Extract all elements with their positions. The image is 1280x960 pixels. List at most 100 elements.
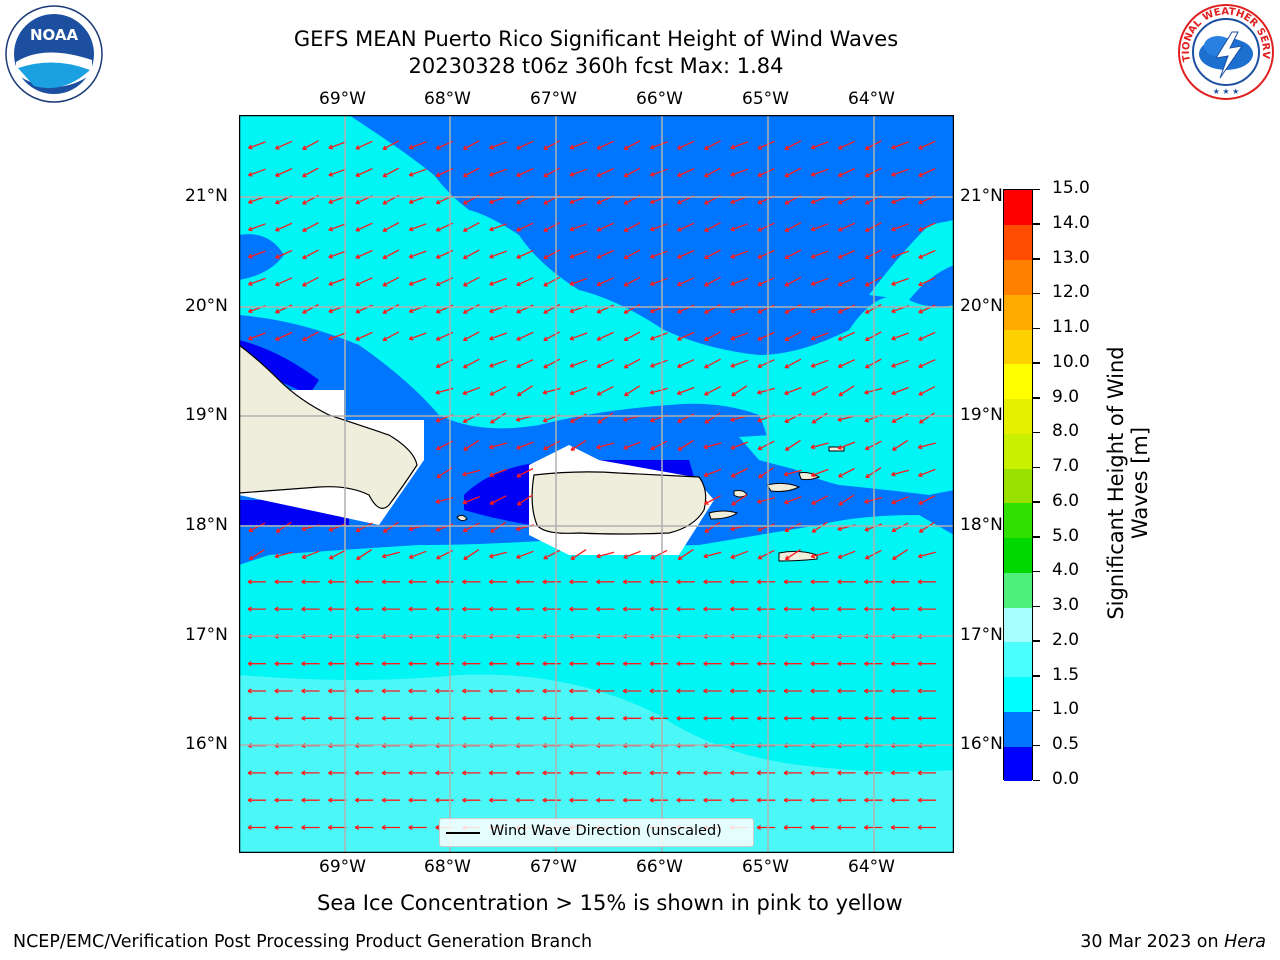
lat-left-label: 17°N xyxy=(185,625,228,645)
wave-direction-arrowhead xyxy=(302,200,306,205)
wave-direction-arrowhead xyxy=(784,418,788,423)
wave-direction-arrowhead xyxy=(488,579,494,583)
wave-direction-arrowhead xyxy=(917,688,922,692)
wave-direction-arrow xyxy=(891,469,910,476)
wave-direction-arrowhead xyxy=(515,661,520,665)
wave-direction-arrow xyxy=(596,277,614,286)
wave-direction-arrowhead xyxy=(275,145,279,150)
wave-direction-arrowhead xyxy=(543,145,547,150)
wave-direction-arrowhead xyxy=(757,308,761,313)
lon-bottom-label: 68°W xyxy=(424,857,471,877)
wave-direction-arrowhead xyxy=(757,363,761,368)
wave-direction-arrowhead xyxy=(301,554,306,559)
wave-direction-arrowhead xyxy=(248,144,252,149)
wave-direction-arrow xyxy=(409,250,427,258)
wave-direction-arrow xyxy=(248,141,266,149)
wave-direction-arrowhead xyxy=(408,688,413,692)
wave-direction-arrowhead xyxy=(837,797,842,801)
wave-direction-arrowhead xyxy=(274,661,279,665)
wave-direction-arrowhead xyxy=(892,555,896,560)
wave-direction-arrowhead xyxy=(730,688,735,692)
wave-direction-arrow xyxy=(650,141,668,149)
wave-direction-arrowhead xyxy=(275,528,279,533)
wave-direction-arrow xyxy=(623,358,641,369)
wave-direction-arrowhead xyxy=(783,797,788,801)
wave-direction-arrow xyxy=(784,358,802,369)
wave-direction-arrowhead xyxy=(837,199,842,204)
colorbar-segment xyxy=(1004,502,1032,539)
wave-direction-arrowhead xyxy=(864,579,869,583)
wave-direction-arrowhead xyxy=(864,445,869,450)
wave-direction-arrowhead xyxy=(569,199,574,204)
wave-direction-arrowhead xyxy=(891,171,895,176)
wave-direction-arrowhead xyxy=(837,363,842,368)
wave-direction-arrow xyxy=(704,276,721,287)
wave-direction-arrow xyxy=(302,249,319,259)
wave-direction-arrowhead xyxy=(354,715,360,719)
wave-direction-arrowhead xyxy=(516,500,520,506)
wave-direction-arrowhead xyxy=(596,363,601,368)
wave-direction-arrowhead xyxy=(784,363,788,368)
wave-direction-arrow xyxy=(730,277,749,286)
wave-direction-arrowhead xyxy=(757,526,761,531)
wave-direction-arrowhead xyxy=(677,281,681,286)
wave-direction-arrowhead xyxy=(248,281,252,286)
lon-bottom-label: 69°W xyxy=(319,857,366,877)
wave-direction-arrowhead xyxy=(730,606,735,610)
wave-direction-arrow xyxy=(543,304,561,314)
wave-direction-arrowhead xyxy=(704,336,708,341)
wave-direction-arrow xyxy=(596,442,615,449)
wave-direction-arrow xyxy=(328,523,347,532)
wave-direction-arrow xyxy=(597,386,614,396)
puerto-rico-land xyxy=(531,471,707,535)
wave-direction-arrowhead xyxy=(676,606,681,610)
wave-direction-arrow xyxy=(650,549,668,560)
wave-direction-arrowhead xyxy=(302,336,306,341)
wave-direction-arrowhead xyxy=(730,715,735,719)
wave-direction-arrowhead xyxy=(381,770,386,774)
wave-direction-arrow xyxy=(463,439,480,451)
wave-direction-arrowhead xyxy=(408,606,413,610)
wave-direction-arrow xyxy=(356,549,373,560)
wave-direction-arrow xyxy=(891,223,909,231)
wave-direction-arrowhead xyxy=(810,579,815,583)
colorbar-tick-mark xyxy=(1033,605,1040,608)
wave-direction-arrowhead xyxy=(783,471,788,476)
wave-direction-arrowhead xyxy=(489,144,493,149)
wave-direction-arrowhead xyxy=(570,555,574,560)
wave-direction-arrow xyxy=(918,331,936,341)
wave-direction-arrowhead xyxy=(891,308,895,313)
colorbar-tick-label: 11.0 xyxy=(1052,317,1090,338)
wave-direction-arrow xyxy=(704,222,721,232)
wave-direction-arrow xyxy=(355,249,373,259)
wave-direction-arrowhead xyxy=(810,363,815,367)
wave-direction-arrow xyxy=(275,168,293,177)
wave-direction-arrow xyxy=(757,496,776,503)
wave-direction-arrowhead xyxy=(569,226,574,231)
wave-direction-arrowhead xyxy=(622,770,628,774)
wave-direction-arrowhead xyxy=(274,606,279,610)
wave-direction-arrow xyxy=(623,140,641,150)
wave-direction-arrow xyxy=(489,495,507,505)
wave-direction-arrowhead xyxy=(328,199,333,204)
wave-direction-arrow xyxy=(517,494,533,506)
wave-direction-arrowhead xyxy=(864,227,869,232)
footer-left: NCEP/EMC/Verification Post Processing Pr… xyxy=(13,932,593,952)
wave-direction-arrow xyxy=(543,167,561,178)
wave-direction-arrow xyxy=(463,358,480,369)
wave-direction-arrowhead xyxy=(677,336,681,341)
colorbar-segment xyxy=(1004,607,1032,643)
wave-direction-arrowhead xyxy=(756,606,762,610)
wave-direction-arrowhead xyxy=(757,145,761,150)
wave-direction-arrowhead xyxy=(757,554,761,559)
wave-direction-arrow xyxy=(811,168,829,177)
wave-direction-arrowhead xyxy=(623,309,628,314)
noaa-logo-text: NOAA xyxy=(30,26,79,44)
footer-right: 30 Mar 2023 on Hera xyxy=(1080,932,1266,952)
wave-direction-arrowhead xyxy=(623,254,628,259)
colorbar-tick-label: 4.0 xyxy=(1052,560,1080,581)
wave-direction-arrowhead xyxy=(542,797,547,801)
wave-direction-arrowhead xyxy=(488,661,494,665)
wave-direction-arrow xyxy=(891,277,909,286)
wave-direction-arrowhead xyxy=(489,253,493,258)
